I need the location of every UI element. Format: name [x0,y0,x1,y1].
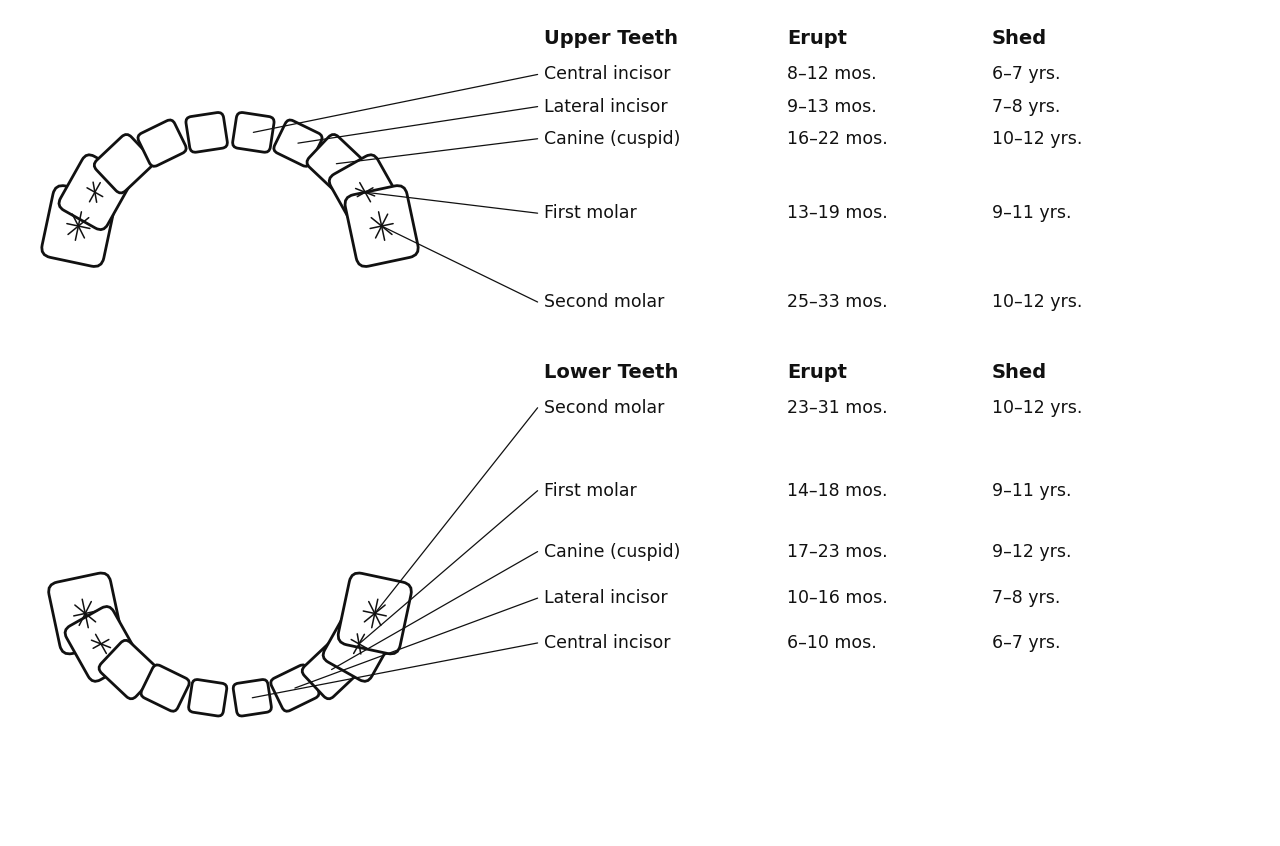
FancyBboxPatch shape [329,155,401,229]
Text: Lateral incisor: Lateral incisor [544,589,668,607]
Text: First molar: First molar [544,481,636,500]
FancyBboxPatch shape [274,120,323,167]
FancyBboxPatch shape [99,640,157,699]
Text: 9–11 yrs.: 9–11 yrs. [992,481,1071,500]
FancyBboxPatch shape [65,607,137,681]
Text: 6–7 yrs.: 6–7 yrs. [992,65,1061,84]
Text: Second molar: Second molar [544,398,664,417]
FancyBboxPatch shape [233,679,271,716]
Text: Central incisor: Central incisor [544,634,671,652]
Text: Lateral incisor: Lateral incisor [544,97,668,116]
Text: 10–16 mos.: 10–16 mos. [787,589,888,607]
Text: 25–33 mos.: 25–33 mos. [787,293,888,311]
FancyBboxPatch shape [59,155,131,229]
Text: 6–7 yrs.: 6–7 yrs. [992,634,1061,652]
FancyBboxPatch shape [188,679,227,716]
FancyBboxPatch shape [138,120,186,167]
FancyBboxPatch shape [42,185,115,266]
FancyBboxPatch shape [323,607,396,681]
Text: 7–8 yrs.: 7–8 yrs. [992,97,1060,116]
FancyBboxPatch shape [141,665,189,711]
Text: 9–12 yrs.: 9–12 yrs. [992,542,1071,561]
Text: Erupt: Erupt [787,363,847,382]
Text: 9–11 yrs.: 9–11 yrs. [992,204,1071,222]
FancyBboxPatch shape [338,573,411,654]
FancyBboxPatch shape [271,665,319,711]
Text: 7–8 yrs.: 7–8 yrs. [992,589,1060,607]
Text: Central incisor: Central incisor [544,65,671,84]
Text: 6–10 mos.: 6–10 mos. [787,634,877,652]
Text: 17–23 mos.: 17–23 mos. [787,542,888,561]
FancyBboxPatch shape [233,113,274,152]
Text: 8–12 mos.: 8–12 mos. [787,65,877,84]
Text: First molar: First molar [544,204,636,222]
Text: 10–12 yrs.: 10–12 yrs. [992,129,1083,148]
Text: 23–31 mos.: 23–31 mos. [787,398,888,417]
Text: Canine (cuspid): Canine (cuspid) [544,542,681,561]
Text: Lower Teeth: Lower Teeth [544,363,678,382]
Text: Erupt: Erupt [787,29,847,47]
Text: 13–19 mos.: 13–19 mos. [787,204,888,222]
Text: Second molar: Second molar [544,293,664,311]
Text: 10–12 yrs.: 10–12 yrs. [992,398,1083,417]
FancyBboxPatch shape [49,573,122,654]
Text: 14–18 mos.: 14–18 mos. [787,481,888,500]
Text: Upper Teeth: Upper Teeth [544,29,678,47]
Text: 16–22 mos.: 16–22 mos. [787,129,888,148]
FancyBboxPatch shape [307,135,366,193]
FancyBboxPatch shape [95,135,154,193]
Text: Shed: Shed [992,29,1047,47]
FancyBboxPatch shape [346,185,419,266]
Text: Canine (cuspid): Canine (cuspid) [544,129,681,148]
Text: 9–13 mos.: 9–13 mos. [787,97,877,116]
Text: Shed: Shed [992,363,1047,382]
FancyBboxPatch shape [186,113,228,152]
FancyBboxPatch shape [302,640,361,699]
Text: 10–12 yrs.: 10–12 yrs. [992,293,1083,311]
